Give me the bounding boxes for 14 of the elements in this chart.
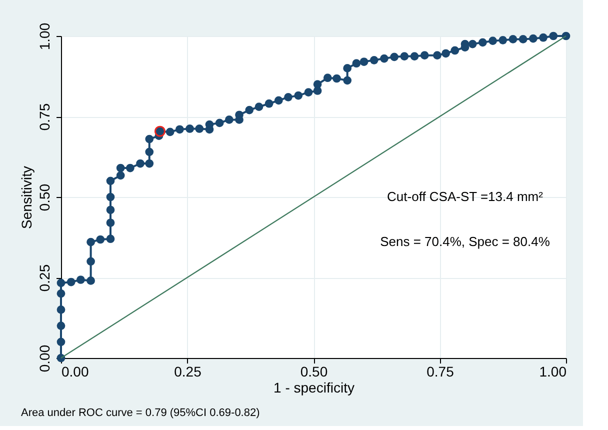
y-axis-title: Sensitivity xyxy=(18,166,34,230)
annotation: Cut-off CSA-ST =13.4 mm² xyxy=(387,189,544,204)
x-axis-title: 1 - specificity xyxy=(274,380,354,396)
x-tick-label: 0.50 xyxy=(300,364,328,380)
annotation: Sens = 70.4%, Spec = 80.4% xyxy=(380,234,550,250)
x-tick-label: 0.75 xyxy=(426,364,454,380)
y-tick-label: 1.00 xyxy=(36,22,52,50)
x-tick-label: 0.00 xyxy=(62,364,89,380)
x-tick-label: 0.25 xyxy=(174,364,202,380)
y-tick-label: 0.25 xyxy=(36,264,52,292)
x-tick-label: 1.00 xyxy=(539,364,567,380)
text: Area under ROC curve = 0.79 (95%CI 0.69-0.82) xyxy=(21,407,260,419)
y-tick-label: 0.75 xyxy=(36,103,52,131)
y-tick-label: 0.50 xyxy=(36,184,52,212)
